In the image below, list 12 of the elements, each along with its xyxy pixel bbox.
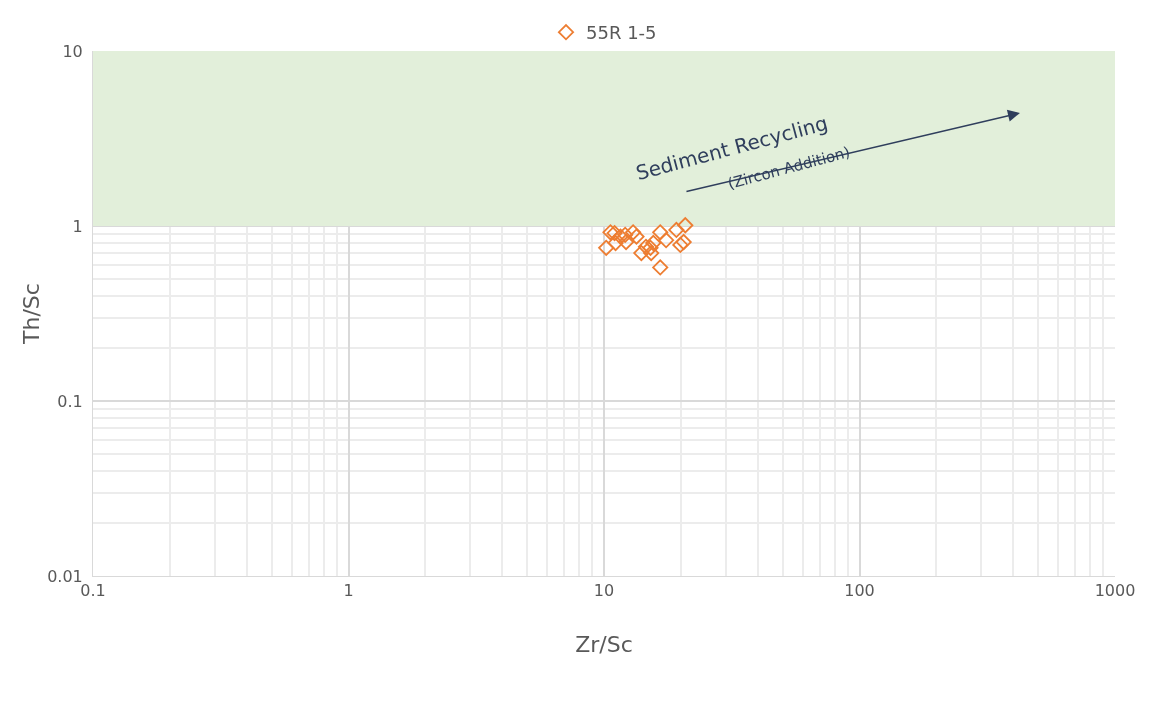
- x-tick-label: 1000: [1094, 581, 1136, 601]
- y-tick-label: 10: [62, 41, 83, 61]
- y-tick-label: 0.1: [57, 391, 83, 411]
- y-tick-label: 0.01: [47, 566, 83, 586]
- x-tick-label: 10: [593, 581, 615, 601]
- y-tick-label: 1: [72, 216, 83, 236]
- y-axis-title: Th/Sc: [19, 283, 44, 345]
- x-axis-title: Zr/Sc: [575, 632, 633, 657]
- x-tick-label: 100: [844, 581, 875, 601]
- x-tick-label: 1: [343, 581, 354, 601]
- legend-label: 55R 1-5: [586, 22, 657, 44]
- x-tick-label: 0.1: [80, 581, 106, 601]
